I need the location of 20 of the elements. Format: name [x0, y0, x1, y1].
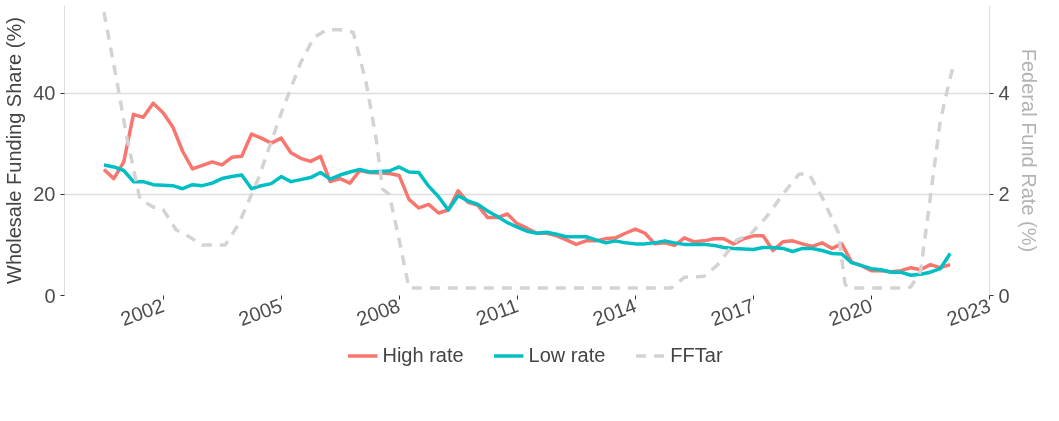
legend-label: Low rate [528, 343, 606, 367]
x-tick-label: 2008 [353, 294, 403, 331]
y-tick-label: 20 [33, 183, 56, 206]
y2-tick-label: 2 [998, 183, 1010, 206]
y-axis-title: Wholesale Funding Share (%) [3, 17, 26, 284]
x-tick-label: 2023 [943, 294, 994, 331]
legend-label: High rate [382, 343, 464, 367]
x-tick-label: 2005 [235, 294, 285, 331]
y2-tick-label: 0 [998, 284, 1010, 307]
x-tick-label: 2014 [589, 294, 640, 331]
y2-tick-label: 4 [998, 82, 1010, 105]
line-series [102, 163, 952, 278]
y2-axis-title: Federal Fund Rate (%) [1017, 48, 1040, 253]
x-tick-label: 2017 [707, 294, 758, 331]
x-tick-label: 2002 [117, 294, 167, 331]
y-tick-label: 40 [33, 82, 56, 105]
y-tick-label: 0 [44, 284, 56, 307]
legend-label: FFTar [670, 343, 723, 367]
x-tick-label: 2020 [825, 294, 876, 331]
x-tick-label: 2011 [473, 294, 522, 330]
